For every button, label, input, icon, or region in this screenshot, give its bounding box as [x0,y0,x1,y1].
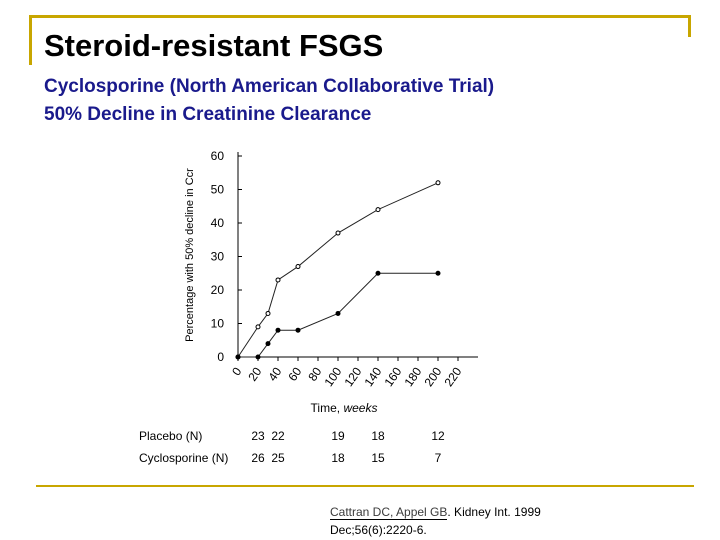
data-point-cyclosporine [435,270,441,276]
data-point-cyclosporine [335,310,341,316]
x-tick-label: 100 [321,364,344,389]
data-point-placebo [375,207,381,213]
x-tick-label: 140 [361,364,384,389]
data-point-placebo [265,310,271,316]
at-risk-value: 26 [251,451,265,465]
x-tick-label: 40 [265,364,284,383]
at-risk-label: Cyclosporine (N) [139,451,228,465]
x-tick-label: 120 [341,364,364,389]
x-tick-label: 20 [245,364,264,383]
subtitle-line-2: 50% Decline in Creatinine Clearance [44,104,372,125]
at-risk-value: 15 [371,451,385,465]
data-point-placebo [335,230,341,236]
y-tick-label: 40 [211,216,225,230]
citation-link[interactable]: Cattran DC, Appel GB [330,505,448,520]
subtitle-line-1: Cyclosporine (North American Collaborati… [44,76,495,97]
top-rule [29,15,691,18]
data-point-cyclosporine [255,354,261,360]
right-rule [688,15,691,37]
x-axis-label-unit: weeks [343,401,377,415]
x-axis-label-text: Time, [311,401,344,415]
data-point-placebo [255,324,261,330]
y-tick-label: 0 [217,350,224,364]
series-line-cyclosporine [238,272,438,358]
y-tick-label: 30 [211,250,225,264]
x-tick-label: 180 [401,364,424,389]
at-risk-value: 19 [331,429,345,443]
citation: Cattran DC, Appel GB. Kidney Int. 1999 D… [330,503,630,539]
at-risk-value: 25 [271,451,285,465]
y-tick-label: 10 [211,317,225,331]
data-point-cyclosporine [235,354,241,360]
citation-rest: . Kidney Int. 1999 [447,505,541,519]
y-tick-label: 60 [211,149,225,163]
y-axis-label: Percentage with 50% decline in Ccr [184,168,196,342]
at-risk-value: 18 [371,429,385,443]
citation-line-2: Dec;56(6):2220-6. [330,523,427,537]
series-line-placebo [237,182,439,358]
data-point-cyclosporine [295,327,301,333]
data-point-cyclosporine [275,327,281,333]
at-risk-value: 22 [271,429,285,443]
slide-title: Steroid-resistant FSGS [44,28,384,63]
x-axis-label: Time, weeks [311,401,378,415]
at-risk-value: 7 [435,451,442,465]
data-point-cyclosporine [375,270,381,276]
y-tick-label: 20 [211,283,225,297]
at-risk-value: 12 [431,429,445,443]
x-tick-label: 220 [441,364,464,389]
at-risk-value: 23 [251,429,265,443]
x-tick-label: 160 [381,364,404,389]
data-point-cyclosporine [265,341,271,347]
left-rule [29,15,32,65]
data-point-placebo [435,180,441,186]
data-point-placebo [295,264,301,270]
y-tick-label: 50 [211,183,225,197]
x-tick-label: 60 [285,364,304,383]
x-tick-label: 0 [229,364,244,378]
bottom-rule [36,485,694,487]
data-point-placebo [275,277,281,283]
at-risk-label: Placebo (N) [139,429,202,443]
at-risk-value: 18 [331,451,345,465]
x-tick-label: 200 [421,364,444,389]
